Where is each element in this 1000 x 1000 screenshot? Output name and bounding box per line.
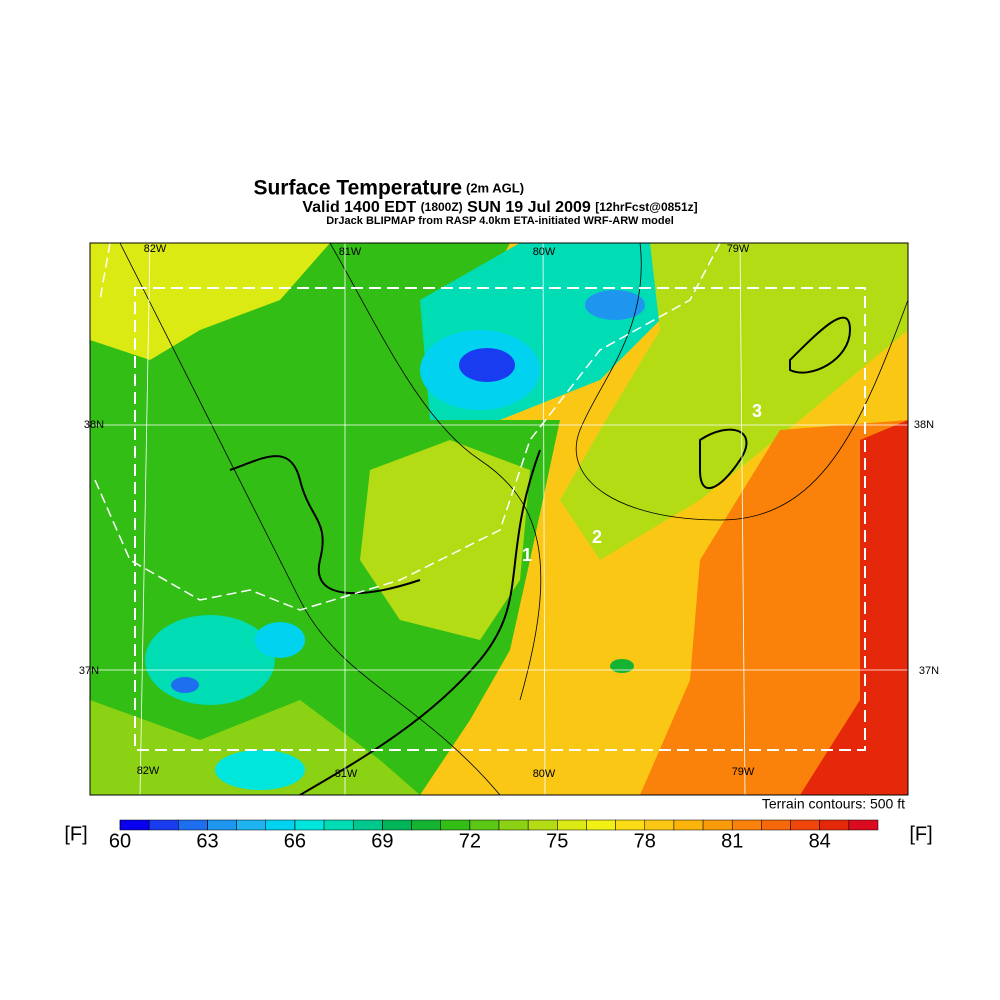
colorbar-box — [644, 819, 675, 831]
field — [171, 677, 199, 693]
terrain-contour — [575, 243, 908, 521]
colorbar: 60 63 66 69 72 75 78 81 84 — [109, 819, 879, 852]
colorbar-box — [148, 819, 179, 831]
colorbar-box — [527, 819, 558, 831]
colorbar-tick-label: 69 — [371, 830, 393, 852]
colorbar-tick-label: 60 — [109, 830, 131, 852]
meridian — [542, 243, 546, 795]
valid-time: Valid 1400 EDT — [302, 199, 416, 216]
inner-domain — [134, 287, 866, 751]
colorbar-box — [702, 819, 733, 831]
colorbar-box — [615, 819, 646, 831]
subtitle: Valid 1400 EDT (1800Z) SUN 19 Jul 2009 [… — [302, 199, 697, 216]
title-note: (2m AGL) — [466, 180, 524, 195]
lon-label: 82W — [144, 243, 167, 255]
field — [610, 659, 634, 673]
terrain-note: Terrain contours: 500 ft — [762, 796, 905, 812]
colorbar-box — [411, 819, 441, 831]
lat-label: 38N — [84, 419, 104, 431]
map-frame — [89, 242, 909, 796]
terrain-contour — [299, 449, 541, 795]
colorbar-box — [498, 819, 529, 831]
field — [560, 243, 908, 560]
colorbar-box — [352, 819, 383, 831]
lon-label: 81W — [335, 768, 358, 780]
colorbar-box — [323, 819, 354, 831]
colorbar-box — [731, 819, 762, 831]
colorbar-box — [819, 819, 850, 831]
colorbar-box — [673, 819, 704, 831]
lon-label: 80W — [533, 768, 556, 780]
colorbar-box — [761, 819, 791, 831]
field — [459, 348, 515, 382]
colorbar-tick-label: 72 — [459, 830, 481, 852]
field — [640, 420, 908, 795]
meridian — [739, 243, 746, 795]
meridian — [139, 243, 151, 795]
colorbar-box — [469, 819, 500, 831]
unit-label: [F] — [909, 823, 932, 845]
colorbar-box — [236, 819, 267, 831]
lat-label: 37N — [79, 665, 99, 677]
colorbar-box — [265, 819, 296, 831]
colorbar-tick-label: 78 — [634, 830, 656, 852]
forecast: [12hrFcst@0851z] — [595, 200, 697, 214]
colorbar-box — [119, 819, 150, 831]
lat-label: 37N — [919, 665, 939, 677]
colorbar-box — [586, 819, 616, 831]
lon-label: 80W — [533, 246, 556, 258]
colorbar-box — [178, 819, 208, 831]
title: Surface Temperature — [253, 177, 462, 200]
field — [90, 243, 330, 360]
terrain-contour — [699, 428, 748, 490]
colorbar-tick-label: 66 — [284, 830, 306, 852]
model-note: DrJack BLIPMAP from RASP 4.0km ETA-initi… — [326, 215, 674, 227]
lon-label: 79W — [727, 243, 750, 255]
terrain-contour — [789, 316, 852, 374]
contour-label: 2 — [592, 527, 602, 547]
colorbar-box — [790, 819, 820, 831]
lon-label: 82W — [137, 765, 160, 777]
field — [90, 700, 420, 795]
state-border — [94, 243, 721, 611]
field — [585, 290, 645, 320]
colorbar-box — [557, 819, 587, 831]
field — [360, 440, 530, 640]
terrain-contour — [229, 455, 421, 595]
colorbar-box — [294, 819, 325, 831]
date: SUN 19 Jul 2009 — [467, 199, 591, 216]
lon-label: 81W — [339, 246, 362, 258]
colorbar-tick-label: 75 — [546, 830, 568, 852]
terrain-contour — [329, 243, 542, 701]
colorbar-box — [207, 819, 237, 831]
field — [215, 750, 305, 790]
field — [800, 420, 908, 795]
colorbar-tick-label: 84 — [809, 830, 831, 852]
colorbar-box — [382, 819, 412, 831]
lat-label: 38N — [914, 419, 934, 431]
terrain-contour — [119, 243, 501, 795]
contour-label: 3 — [752, 401, 762, 421]
contour-label: 1 — [522, 545, 532, 565]
colorbar-tick-label: 81 — [721, 830, 743, 852]
lon-label: 79W — [732, 766, 755, 778]
map: 1 2 3 — [90, 243, 908, 795]
field — [145, 615, 275, 705]
colorbar-box — [848, 819, 879, 831]
colorbar-tick-label: 63 — [196, 830, 218, 852]
field — [255, 622, 305, 658]
utc-time: (1800Z) — [421, 200, 463, 214]
colorbar-box — [440, 819, 471, 831]
unit-label: [F] — [64, 823, 87, 845]
